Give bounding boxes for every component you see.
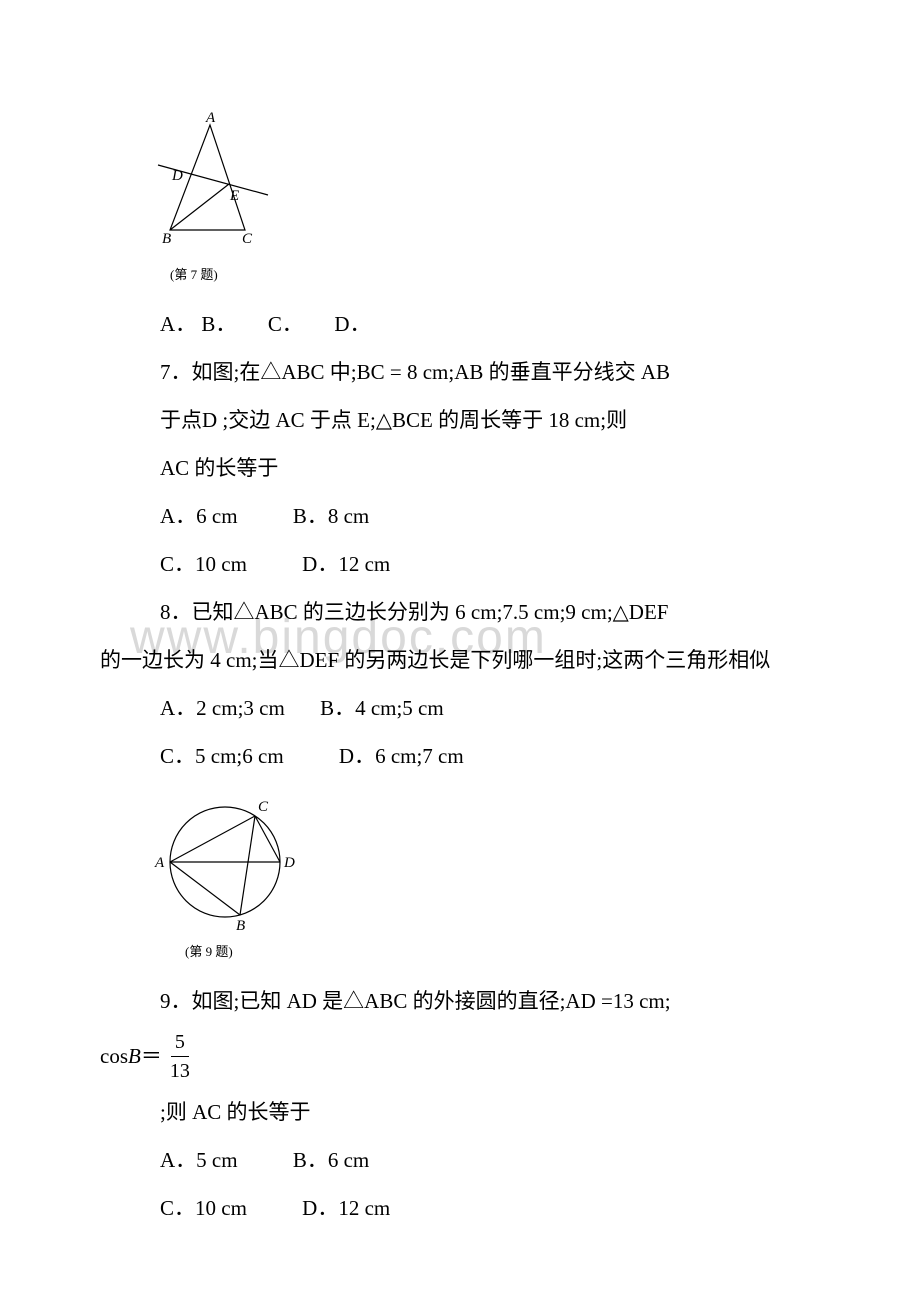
q6-options: A． B． C． D． <box>60 303 860 345</box>
frac-num: 5 <box>171 1028 189 1057</box>
figure-7-caption: (第 7 题) <box>140 264 860 283</box>
figure-9-caption: (第 9 题) <box>140 941 860 960</box>
q7-line2: 于点D ;交边 AC 于点 E;△BCE 的周长等于 18 cm;则 <box>60 399 860 441</box>
q8-line1: 8．已知△ABC 的三边长分别为 6 cm;7.5 cm;9 cm;△DEF <box>60 591 860 633</box>
q9-optC: C．10 cm <box>160 1196 247 1220</box>
q7-options-ab: A．6 cm B．8 cm <box>60 495 860 537</box>
q8-options-cd: C．5 cm;6 cm D．6 cm;7 cm <box>60 735 860 777</box>
fraction: 5 13 <box>166 1028 194 1085</box>
q7-optB: B．8 cm <box>293 504 369 528</box>
q8-options-ab: A．2 cm;3 cm B．4 cm;5 cm <box>60 687 860 729</box>
label-B9: B <box>236 918 245 934</box>
label-A9: A <box>154 855 165 871</box>
label-D9: D <box>283 855 295 871</box>
q9-optB: B．6 cm <box>293 1148 369 1172</box>
figure-9: A B C D (第 9 题) <box>140 787 860 960</box>
q8-optB: B．4 cm;5 cm <box>320 696 444 720</box>
q7-optC: C．10 cm <box>160 552 247 576</box>
label-D: D <box>171 168 183 184</box>
label-B: B <box>162 231 171 247</box>
q8-optD: D．6 cm;7 cm <box>339 744 464 768</box>
q9-line2: ;则 AC 的长等于 <box>60 1091 860 1133</box>
cos-prefix: cos <box>100 1042 128 1071</box>
q8-line2: 的一边长为 4 cm;当△DEF 的另两边长是下列哪一组时;这两个三角形相似 <box>60 639 860 681</box>
q7-optD: D．12 cm <box>302 552 390 576</box>
eq-sign: ＝ <box>141 1042 162 1071</box>
label-C9: C <box>258 799 269 815</box>
q9-options-cd: C．10 cm D．12 cm <box>60 1187 860 1229</box>
q9-cos-expr: cos B ＝ 5 13 <box>60 1028 860 1085</box>
q8-optC: C．5 cm;6 cm <box>160 744 284 768</box>
q8-optA: A．2 cm;3 cm <box>160 696 285 720</box>
label-C: C <box>242 231 253 247</box>
label-E: E <box>229 188 239 204</box>
q9-optD: D．12 cm <box>302 1196 390 1220</box>
figure-7: A B C D E (第 7 题) <box>140 110 860 283</box>
q7-optA: A．6 cm <box>160 504 238 528</box>
q7-line3: AC 的长等于 <box>60 447 860 489</box>
q9-line1: 9．如图;已知 AD 是△ABC 的外接圆的直径;AD =13 cm; <box>60 980 860 1022</box>
q9-options-ab: A．5 cm B．6 cm <box>60 1139 860 1181</box>
q7-options-cd: C．10 cm D．12 cm <box>60 543 860 585</box>
frac-den: 13 <box>166 1057 194 1085</box>
cos-var: B <box>128 1042 141 1071</box>
label-A: A <box>205 110 216 126</box>
q7-line1: 7．如图;在△ABC 中;BC = 8 cm;AB 的垂直平分线交 AB <box>60 351 860 393</box>
q9-optA: A．5 cm <box>160 1148 238 1172</box>
